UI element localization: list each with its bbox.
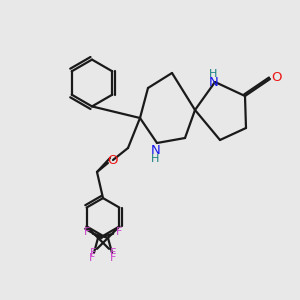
- Text: H: H: [151, 154, 160, 164]
- Text: F: F: [89, 254, 96, 263]
- Text: F: F: [110, 254, 117, 263]
- Text: F: F: [90, 248, 96, 258]
- Text: O: O: [107, 154, 118, 167]
- Text: H: H: [209, 69, 218, 79]
- Text: N: N: [151, 144, 160, 157]
- Text: O: O: [272, 71, 282, 84]
- Text: F: F: [84, 227, 91, 237]
- Text: F: F: [116, 227, 122, 237]
- Text: F: F: [110, 248, 116, 258]
- Text: N: N: [208, 76, 218, 89]
